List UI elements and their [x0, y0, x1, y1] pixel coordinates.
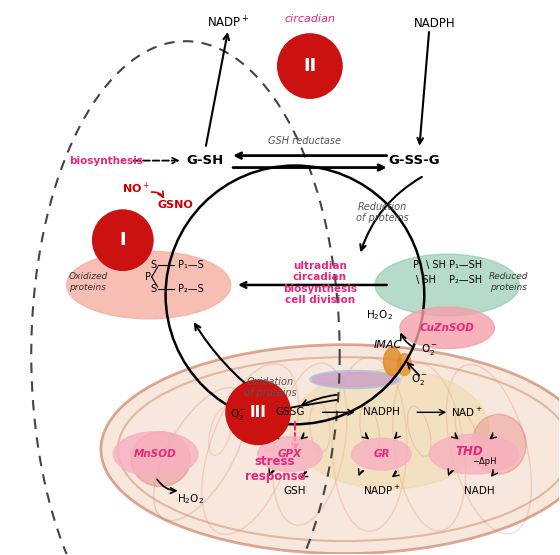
Ellipse shape — [312, 372, 397, 386]
Ellipse shape — [398, 354, 412, 376]
Text: G-SS-G: G-SS-G — [389, 154, 440, 167]
Circle shape — [278, 34, 342, 98]
Text: H$_2$O$_2$: H$_2$O$_2$ — [366, 308, 393, 322]
Text: \ SH: \ SH — [426, 260, 446, 270]
Text: −ΔpH: −ΔpH — [472, 457, 496, 466]
Text: III: III — [250, 405, 267, 420]
Text: P: P — [413, 260, 419, 270]
Text: GSH reductase: GSH reductase — [268, 135, 342, 146]
Ellipse shape — [113, 432, 198, 477]
Text: Oxidized
proteins: Oxidized proteins — [68, 273, 108, 292]
Text: \ SH: \ SH — [416, 275, 436, 285]
Text: P₁—S: P₁—S — [178, 260, 203, 270]
Text: P: P — [144, 272, 151, 282]
Text: NADPH: NADPH — [363, 407, 400, 417]
Text: S: S — [151, 260, 157, 270]
Text: P₁—SH: P₁—SH — [449, 260, 482, 270]
Text: P₂—SH: P₂—SH — [449, 275, 482, 285]
Text: S: S — [151, 284, 157, 294]
Text: G-SH: G-SH — [186, 154, 224, 167]
Text: NADP$^+$: NADP$^+$ — [362, 485, 400, 497]
Text: GSH: GSH — [284, 486, 306, 496]
Text: Oxidation
of proteins: Oxidation of proteins — [244, 377, 296, 398]
Text: GR: GR — [373, 449, 390, 459]
Ellipse shape — [101, 345, 560, 553]
Text: I: I — [119, 231, 126, 249]
Text: H$_2$O$_2$: H$_2$O$_2$ — [177, 492, 204, 506]
Text: biosynthesis: biosynthesis — [69, 155, 143, 165]
Ellipse shape — [472, 415, 526, 474]
Text: IMAC: IMAC — [374, 340, 402, 350]
Ellipse shape — [310, 371, 399, 388]
Ellipse shape — [290, 370, 489, 489]
Text: GSSG: GSSG — [275, 407, 305, 417]
Ellipse shape — [430, 434, 519, 474]
Text: NADP$^+$: NADP$^+$ — [207, 16, 250, 31]
Text: CuZnSOD: CuZnSOD — [420, 323, 474, 333]
Text: O$_2^-$: O$_2^-$ — [421, 342, 438, 357]
Ellipse shape — [67, 251, 231, 319]
Text: circadian: circadian — [284, 14, 335, 24]
Text: NADH: NADH — [464, 486, 494, 496]
Circle shape — [226, 381, 290, 444]
Text: NADPH: NADPH — [413, 17, 455, 30]
Ellipse shape — [130, 432, 190, 486]
Text: NO$^+$: NO$^+$ — [122, 181, 150, 196]
Text: Reduction
of proteins: Reduction of proteins — [356, 201, 409, 223]
Text: THD: THD — [455, 445, 483, 458]
Text: O$_2^-$: O$_2^-$ — [411, 372, 428, 387]
Text: Reduced
proteins: Reduced proteins — [489, 273, 529, 292]
Ellipse shape — [384, 347, 402, 376]
Ellipse shape — [400, 307, 494, 349]
Ellipse shape — [258, 437, 323, 472]
Text: GSNO: GSNO — [158, 200, 193, 210]
Text: GPX: GPX — [278, 449, 302, 459]
Text: MnSOD: MnSOD — [134, 449, 177, 459]
Ellipse shape — [352, 438, 412, 470]
Text: ultradian
circadian
biosynthesis
cell division: ultradian circadian biosynthesis cell di… — [283, 260, 357, 305]
Text: stress
response: stress response — [245, 455, 305, 483]
Text: II: II — [303, 57, 316, 75]
Text: NAD$^+$: NAD$^+$ — [451, 406, 483, 419]
Text: O$_2^-$: O$_2^-$ — [230, 407, 247, 422]
Ellipse shape — [375, 254, 519, 316]
Text: P₂—S: P₂—S — [178, 284, 203, 294]
Circle shape — [93, 210, 153, 270]
